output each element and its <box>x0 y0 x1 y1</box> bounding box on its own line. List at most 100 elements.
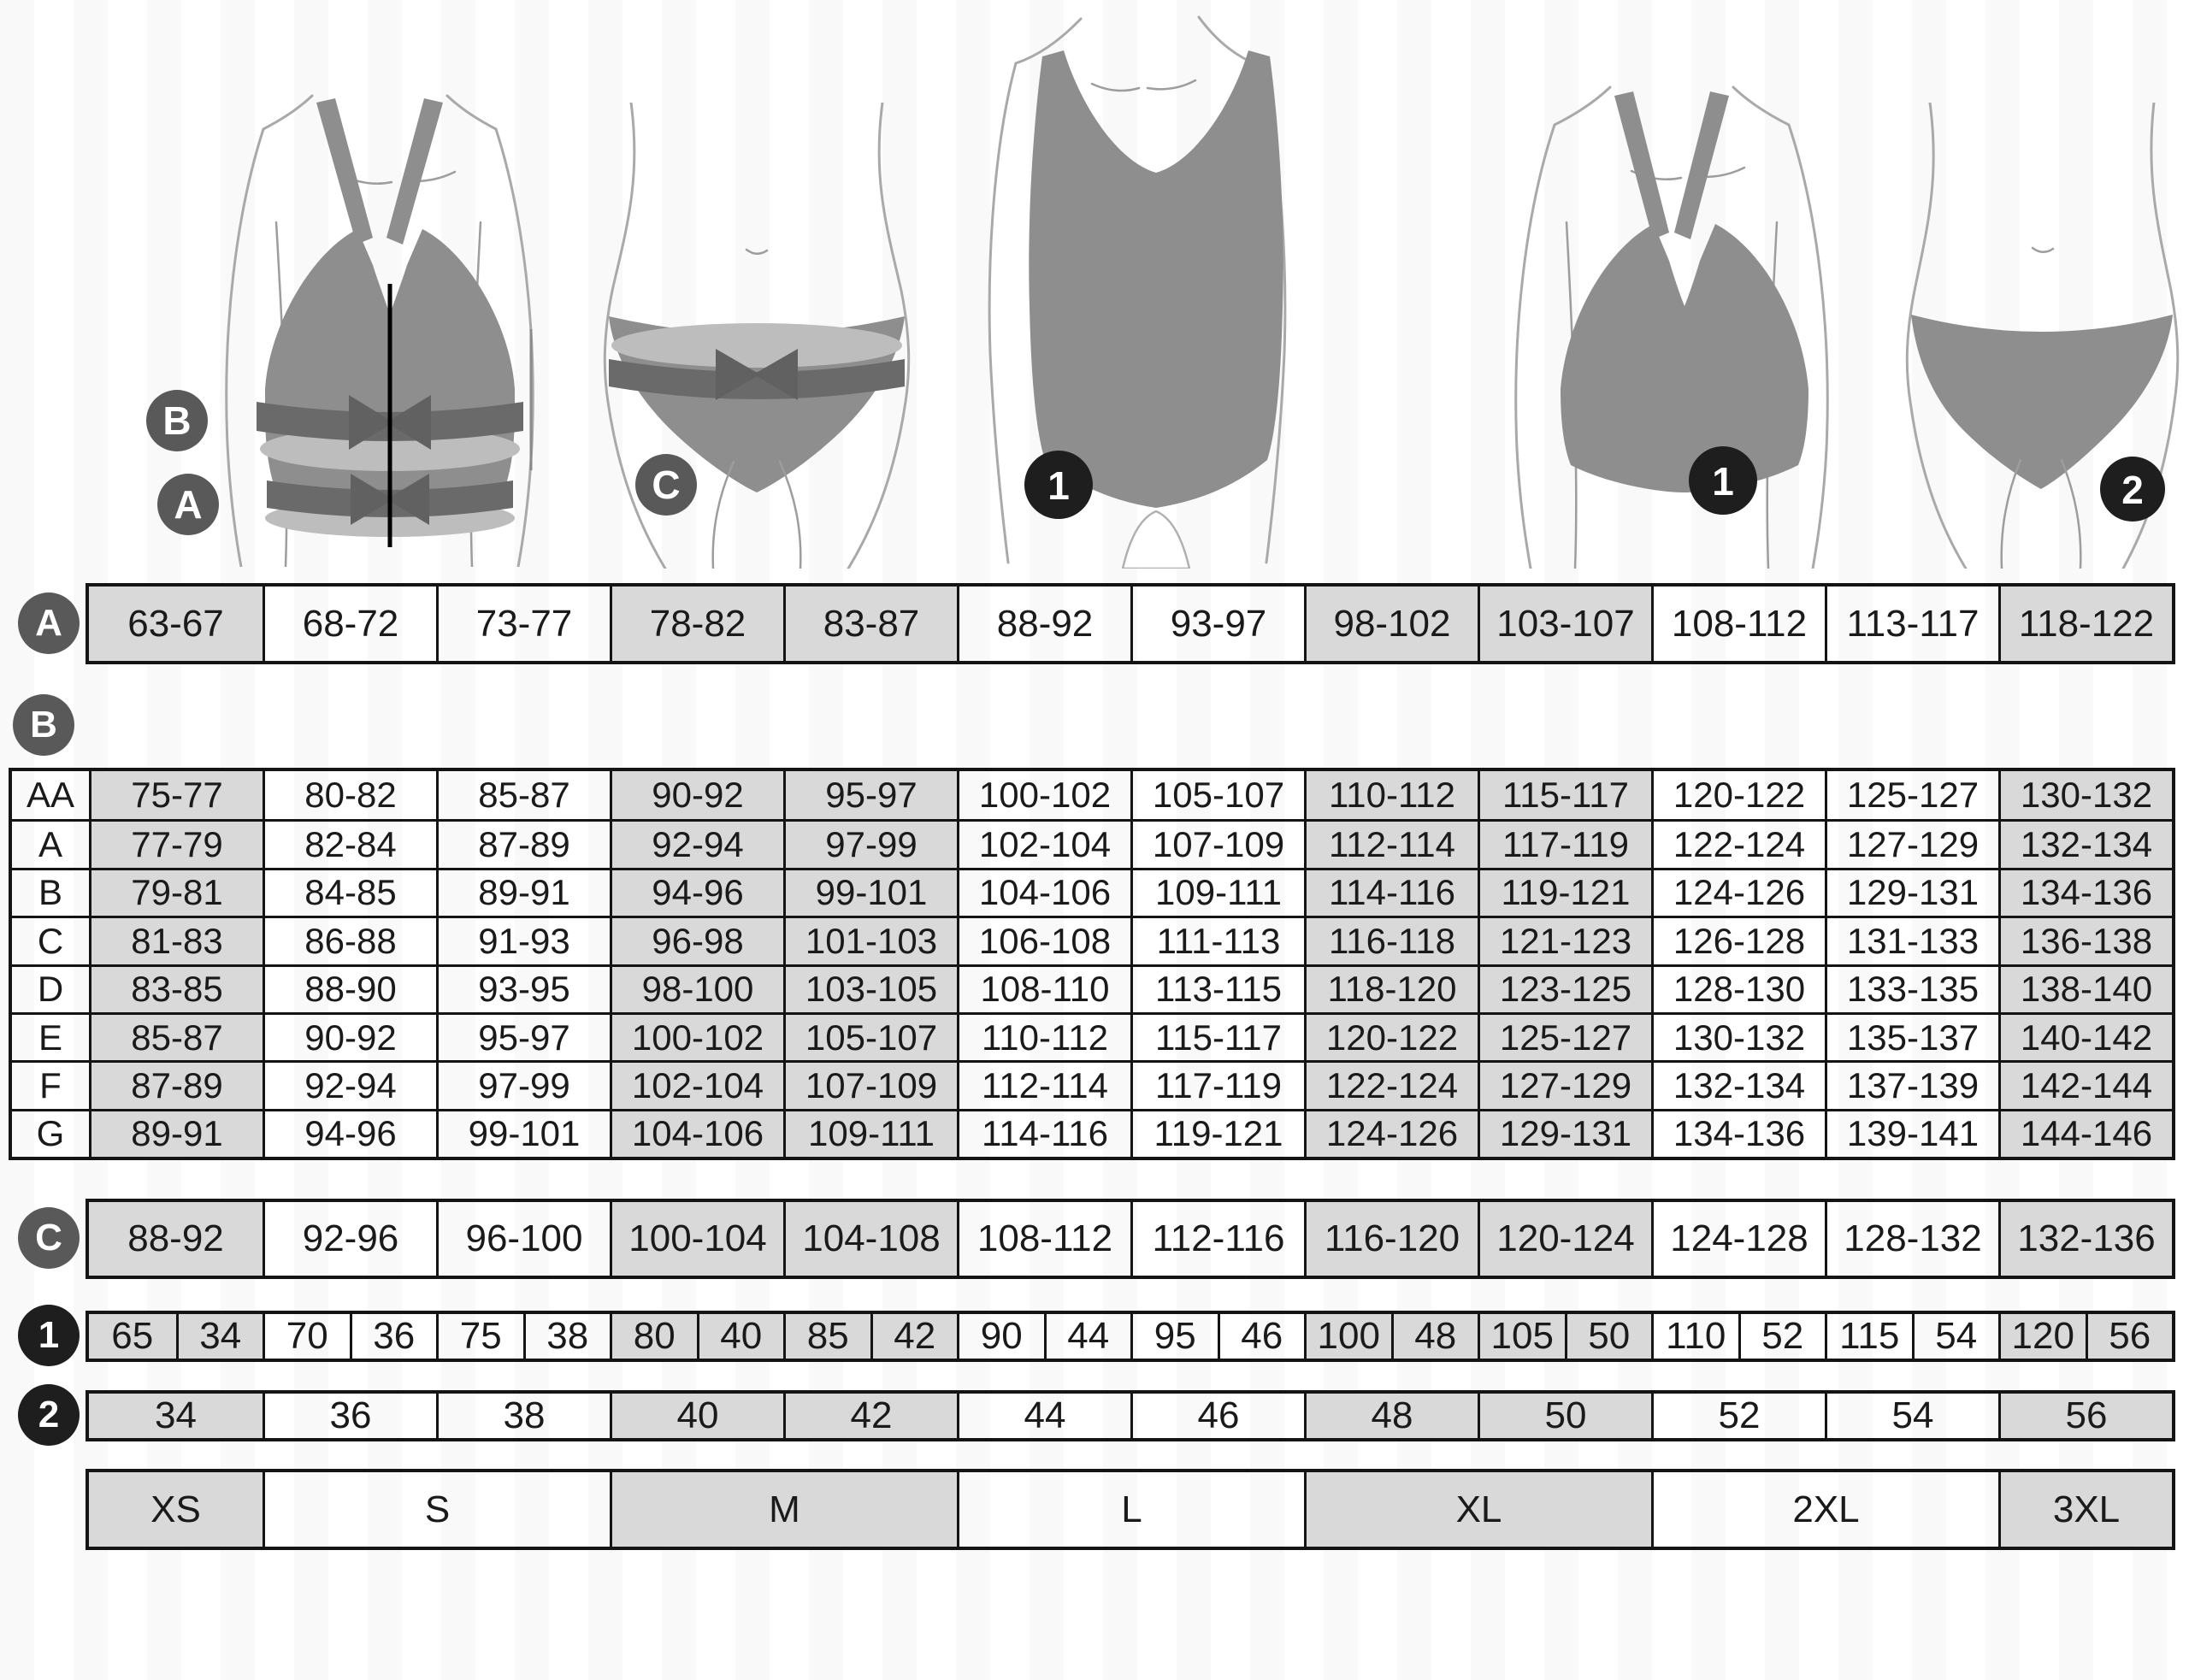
value-cell: 137-139 <box>1825 1060 1998 1109</box>
value-cell: 136-138 <box>1998 916 2172 964</box>
value-cell: 40 <box>610 1394 783 1438</box>
svg-text:2: 2 <box>2121 468 2144 512</box>
value-cell: 97-99 <box>436 1060 610 1109</box>
value-cell: 99-101 <box>436 1108 610 1157</box>
value-cell: 102-104 <box>610 1060 783 1109</box>
value-cell: 95-97 <box>436 1011 610 1061</box>
value-cell: 126-128 <box>1651 916 1825 964</box>
value-cell: 104-108 <box>783 1202 957 1276</box>
value-cell: 125-127 <box>1825 771 1998 820</box>
value-cell: 82-84 <box>263 819 436 868</box>
value-cell: 109-111 <box>783 1108 957 1157</box>
inner-thigh-gap <box>1121 510 1191 569</box>
value-cell: 109-111 <box>1130 867 1304 917</box>
value-cell: 122-124 <box>1651 819 1825 868</box>
value-cell: 113-117 <box>1825 587 1998 661</box>
value-cell: 111-113 <box>1130 916 1304 964</box>
panty-size-badge: 2 <box>2100 457 2165 522</box>
value-cell: 83-87 <box>783 587 957 661</box>
figure-swimsuit: 1 <box>988 15 1287 569</box>
value-cell: 65 <box>89 1314 176 1359</box>
value-cell: 50 <box>1478 1394 1651 1438</box>
letter-size-cell: XL <box>1304 1472 1651 1547</box>
letter-sizes-row: XS S M L XL 2XL 3XL <box>86 1469 2175 1550</box>
value-cell: 81-83 <box>89 916 263 964</box>
hips-measurements-row: 88-92 92-96 96-100 100-104 104-108 108-112 112… <box>86 1199 2175 1279</box>
value-cell: 93-97 <box>1130 587 1304 661</box>
value-cell: 142-144 <box>1998 1060 2172 1109</box>
value-cell: 112-114 <box>1304 819 1478 868</box>
value-cell: 44 <box>1043 1314 1131 1359</box>
value-cell: 116-120 <box>1304 1202 1478 1276</box>
value-cell: 105-107 <box>783 1011 957 1061</box>
bra-sizes-row: 65 34 70 36 75 38 80 40 85 42 90 44 95 46 100 48 105 50 11… <box>86 1311 2175 1362</box>
value-cell: 88-92 <box>957 587 1130 661</box>
value-cell: 124-126 <box>1651 867 1825 917</box>
value-cell: 42 <box>783 1394 957 1438</box>
value-cell: 116-118 <box>1304 916 1478 964</box>
value-cell: 102-104 <box>957 819 1130 868</box>
value-cell: 124-126 <box>1304 1108 1478 1157</box>
value-cell: 100-102 <box>610 1011 783 1061</box>
value-cell: 115-117 <box>1130 1011 1304 1061</box>
value-cell: 128-130 <box>1651 964 1825 1012</box>
value-cell: 50 <box>1564 1314 1651 1359</box>
value-cell: 94-96 <box>610 867 783 917</box>
value-cell: 46 <box>1217 1314 1305 1359</box>
value-cell: 107-109 <box>783 1060 957 1109</box>
value-cell: 134-136 <box>1651 1108 1825 1157</box>
figure-bra: 1 <box>1514 85 1829 569</box>
value-cell: 34 <box>89 1394 263 1438</box>
letter-size-cell: M <box>610 1472 957 1547</box>
value-cell: 88-90 <box>263 964 436 1012</box>
value-cell: 106-108 <box>957 916 1130 964</box>
value-cell: G <box>12 1108 89 1157</box>
value-cell: 98-102 <box>1304 587 1478 661</box>
bra-strap-right <box>386 98 443 245</box>
value-cell: 48 <box>1390 1314 1478 1359</box>
value-cell: 77-79 <box>89 819 263 868</box>
value-cell: 56 <box>2085 1314 2172 1359</box>
value-cell: 138-140 <box>1998 964 2172 1012</box>
value-cell: 91-93 <box>436 916 610 964</box>
value-cell: 92-94 <box>263 1060 436 1109</box>
value-cell: 130-132 <box>1998 771 2172 820</box>
bra-strap-left <box>316 98 373 245</box>
value-cell: 108-112 <box>957 1202 1130 1276</box>
value-cell: 117-119 <box>1130 1060 1304 1109</box>
value-cell: 85-87 <box>89 1011 263 1061</box>
value-cell: 95 <box>1130 1314 1218 1359</box>
letter-size-cell: XS <box>89 1472 263 1547</box>
value-cell: 97-99 <box>783 819 957 868</box>
value-cell: 114-116 <box>957 1108 1130 1157</box>
value-cell: 115-117 <box>1478 771 1651 820</box>
value-cell: 79-81 <box>89 867 263 917</box>
value-cell: 78-82 <box>610 587 783 661</box>
value-cell: 119-121 <box>1130 1108 1304 1157</box>
value-cell: 88-92 <box>89 1202 263 1276</box>
letter-size-cell: 3XL <box>1998 1472 2172 1547</box>
value-cell: 90 <box>957 1314 1044 1359</box>
collarbone-line-left <box>1090 82 1141 92</box>
arrow-right-icon <box>349 395 393 450</box>
svg-text:A: A <box>174 482 202 527</box>
swimsuit <box>1029 50 1283 508</box>
value-cell: 129-131 <box>1825 867 1998 917</box>
value-cell: 128-132 <box>1825 1202 1998 1276</box>
value-cell: 40 <box>696 1314 783 1359</box>
value-cell: 110 <box>1651 1314 1738 1359</box>
value-cell: 139-141 <box>1825 1108 1998 1157</box>
row-label-bra-size: 1 <box>18 1305 80 1366</box>
row-label-bust: B <box>13 694 74 756</box>
value-cell: 105 <box>1478 1314 1565 1359</box>
value-cell: 96-100 <box>436 1202 610 1276</box>
navel-line <box>745 248 769 255</box>
svg-text:1: 1 <box>1712 459 1734 504</box>
value-cell: 38 <box>522 1314 611 1359</box>
value-cell: 63-67 <box>89 587 263 661</box>
value-cell: B <box>12 867 89 916</box>
bra-size-badge: 1 <box>1689 446 1757 515</box>
value-cell: 99-101 <box>783 867 957 917</box>
value-cell: 101-103 <box>783 916 957 964</box>
